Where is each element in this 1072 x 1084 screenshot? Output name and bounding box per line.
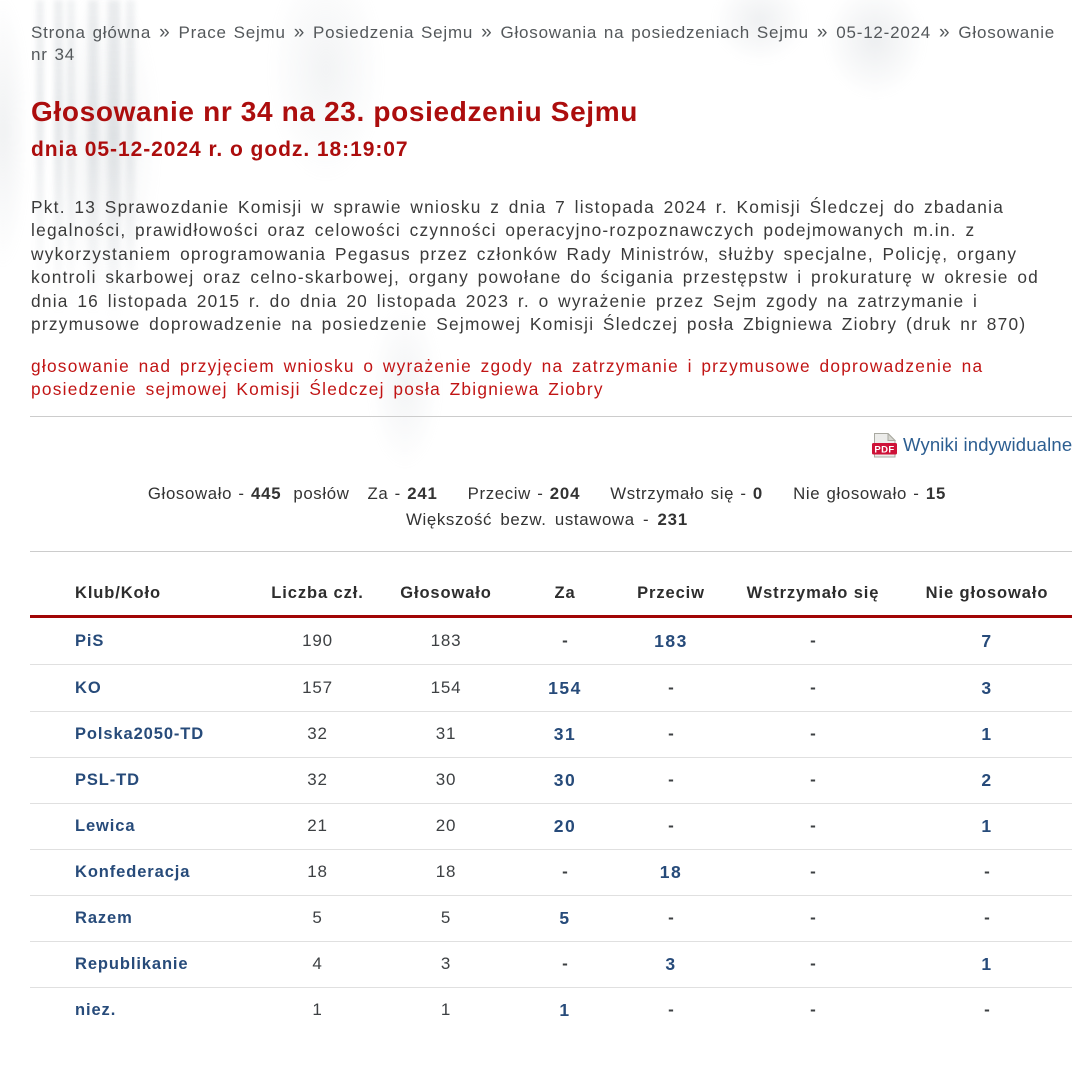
svg-text:PDF: PDF	[874, 444, 894, 455]
